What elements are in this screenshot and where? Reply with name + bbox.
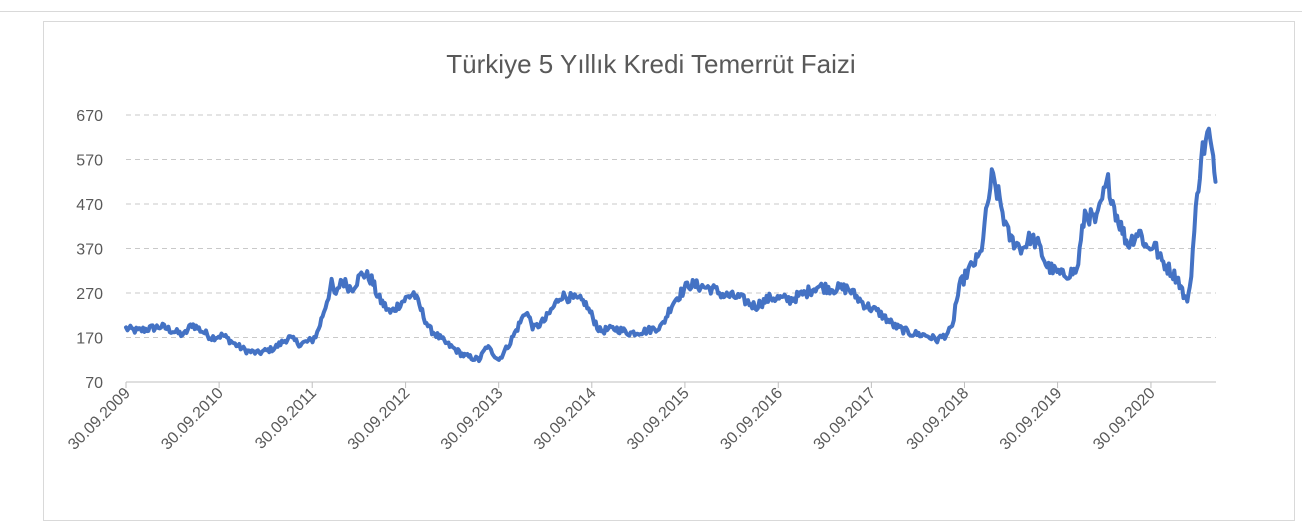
chart-title: Türkiye 5 Yıllık Kredi Temerrüt Faizi	[446, 49, 855, 79]
y-tick-label: 270	[76, 286, 103, 303]
y-tick-label: 670	[76, 108, 103, 125]
chart-frame	[43, 21, 1295, 521]
x-tick-label: 30.09.2019	[997, 385, 1066, 454]
x-tick-label: 30.09.2014	[531, 385, 600, 454]
x-axis: 30.09.2009 30.09.2010 30.09.2011 30.09.2012…	[65, 381, 1216, 454]
y-tick-label: 570	[76, 153, 103, 170]
y-tick-label: 170	[76, 331, 103, 348]
x-tick-label: 30.09.2017	[811, 385, 880, 454]
y-tick-label: 70	[85, 375, 103, 392]
x-tick-label: 30.09.2016	[717, 385, 786, 454]
x-tick-label: 30.09.2009	[65, 385, 134, 454]
y-tick-label: 470	[76, 197, 103, 214]
x-tick-label: 30.09.2015	[624, 385, 693, 454]
series-layer	[124, 126, 1218, 363]
y-axis: 670 570 470 370 270 170 70	[76, 108, 103, 392]
x-tick-label: 30.09.2010	[158, 385, 227, 454]
x-tick-label: 30.09.2018	[904, 385, 973, 454]
x-tick-label: 30.09.2011	[252, 385, 320, 453]
x-tick-label: 30.09.2012	[345, 385, 414, 454]
series-line-cds	[124, 126, 1218, 363]
x-tick-label: 30.09.2013	[438, 385, 507, 454]
gridlines	[126, 114, 1216, 338]
x-tick-label: 30.09.2020	[1090, 385, 1159, 454]
y-tick-label: 370	[76, 242, 103, 259]
top-divider	[0, 11, 1302, 12]
